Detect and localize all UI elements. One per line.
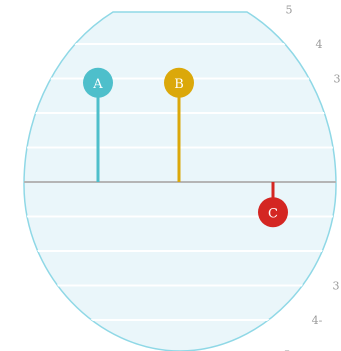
lollipop-label-a: A — [92, 77, 103, 92]
lollipop-label-c: C — [268, 206, 278, 221]
lollipop-head-a — [83, 67, 113, 98]
lollipop-label-b: B — [174, 77, 184, 92]
tick-label: 3 — [333, 280, 340, 293]
tick-label: 5- — [284, 349, 295, 351]
lollipop-head-b — [164, 67, 194, 98]
tick-label: 3 — [334, 73, 341, 86]
tick-label: 5 — [286, 4, 293, 17]
tick-labels: 5 4 3 3 4- 5- — [284, 4, 341, 351]
lollipop-head-c — [258, 197, 288, 228]
data-marks: A B C — [83, 67, 288, 228]
tick-label: 4 — [316, 38, 323, 51]
tick-label: 4- — [312, 314, 323, 327]
